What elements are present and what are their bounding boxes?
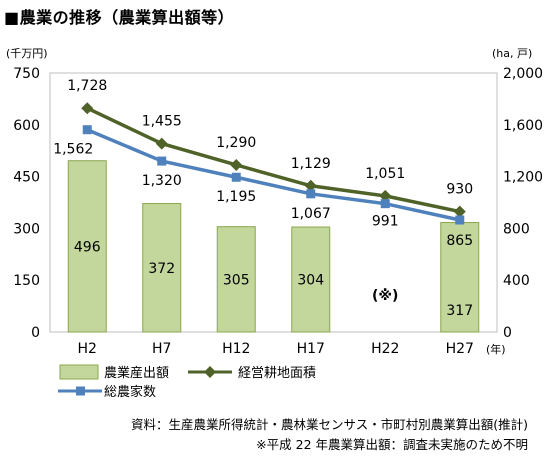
series-line	[86, 106, 461, 214]
line-value-label: 1,051	[365, 166, 405, 182]
chart-title: ■農業の推移（農業算出額等）	[4, 8, 235, 27]
bar-value-label: 496	[74, 239, 101, 255]
x-tick-label: H7	[152, 341, 171, 357]
series-line	[86, 128, 461, 222]
line-value-label: 1,320	[142, 173, 182, 189]
y-left-unit: (千万円)	[6, 47, 48, 60]
line-value-label: 1,455	[142, 114, 182, 130]
y-right-tick-label: 400	[503, 273, 530, 289]
bar-value-label: 305	[223, 272, 250, 288]
line-point	[379, 189, 392, 202]
line-value-label: 1,129	[291, 156, 331, 172]
source-note: 資料：生産農業所得統計・農林業センサス・市町村別農業算出額(推計)	[130, 417, 528, 432]
legend-label: 総農家数	[104, 384, 156, 400]
line-value-label: 1,728	[67, 78, 107, 94]
y-left-tick-label: 0	[31, 325, 40, 341]
line-value-label: 1,290	[216, 135, 256, 151]
line-point	[380, 199, 390, 209]
line-point	[304, 179, 317, 192]
line-value-label: 865	[446, 233, 473, 249]
y-right-unit: (ha, 戸)	[492, 47, 532, 60]
y-right-tick-label: 1,200	[503, 170, 543, 186]
bar-value-label: 372	[148, 261, 175, 277]
line-point	[230, 158, 243, 171]
y-right-tick-label: 1,600	[503, 118, 543, 134]
axes: 0 150 300 450 600 750 0 400 800 1,200 1,600 2,000 H2…	[6, 47, 543, 357]
line-point	[453, 205, 466, 218]
line-point	[306, 189, 316, 199]
x-tick-label: H22	[371, 341, 399, 357]
plot-frame	[49, 72, 498, 333]
legend-label: 経営耕地面積	[238, 365, 316, 381]
line-point	[81, 102, 94, 115]
line-value-label: 930	[446, 182, 473, 198]
bar	[67, 160, 107, 333]
data-labels: (※) 496 372 305 304 317 1,728 1,455 1,290 1,129 1,…	[53, 78, 473, 319]
y-right-tick-label: 0	[503, 325, 512, 341]
legend-marker	[204, 366, 216, 378]
y-right-tick-label: 2,000	[503, 66, 543, 82]
line-value-label: 1,067	[291, 206, 331, 222]
legend-swatch-bar	[59, 364, 99, 380]
bar	[142, 203, 182, 333]
line-point	[157, 156, 167, 166]
missing-value-label: (※)	[372, 288, 398, 304]
line-value-label: 1,562	[53, 142, 93, 158]
bar	[216, 226, 256, 333]
x-tick-label: H12	[222, 341, 250, 357]
y-right-tick-label: 800	[503, 221, 530, 237]
x-tick-label: H17	[297, 341, 325, 357]
y-left-tick-label: 450	[13, 170, 40, 186]
bar	[291, 226, 331, 333]
x-tick-label: H2	[78, 341, 97, 357]
y-left-tick-label: 150	[13, 273, 40, 289]
legend-label: 農業産出額	[104, 365, 169, 381]
line-value-label: 1,195	[216, 189, 256, 205]
legend-marker	[76, 386, 85, 396]
line-point	[455, 215, 465, 225]
x-tick-label: H27	[446, 341, 474, 357]
bar	[440, 222, 480, 333]
line-series	[81, 102, 466, 225]
footnote: ※平成 22 年農業算出額：調査未実施のため不明	[256, 437, 528, 452]
y-left-tick-label: 600	[13, 118, 40, 134]
y-left-tick-label: 300	[13, 221, 40, 237]
x-unit: (年)	[486, 342, 506, 356]
bar-value-label: 317	[446, 303, 473, 319]
y-left-tick-label: 750	[13, 66, 40, 82]
line-point	[82, 125, 92, 135]
line-value-label: 991	[372, 214, 399, 230]
line-point	[231, 172, 241, 182]
line-point	[155, 137, 168, 150]
bar-value-label: 304	[297, 273, 324, 289]
bar-series	[67, 160, 480, 333]
